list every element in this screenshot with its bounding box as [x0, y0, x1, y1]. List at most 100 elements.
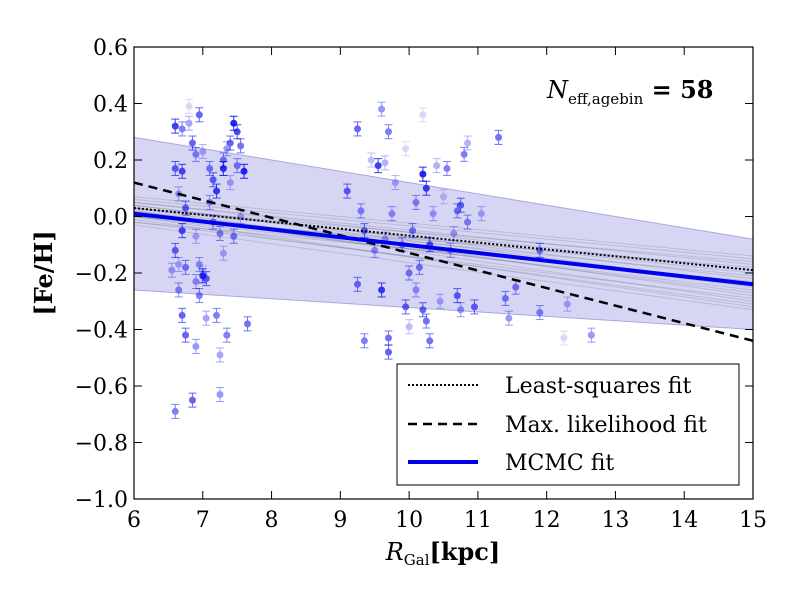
data-point	[470, 299, 479, 315]
point-marker	[433, 162, 441, 170]
point-marker	[477, 210, 485, 218]
data-point	[405, 319, 414, 335]
point-marker	[357, 207, 365, 215]
point-marker	[384, 128, 392, 136]
point-marker	[223, 331, 231, 339]
data-point	[477, 206, 486, 222]
y-tick-label: 0.2	[93, 149, 128, 174]
point-marker	[195, 292, 203, 300]
annotation-neff: Neff,agebin = 58	[546, 75, 713, 108]
point-marker	[470, 303, 478, 311]
x-tick-label: 6	[127, 508, 141, 533]
point-marker	[422, 184, 430, 192]
point-marker	[419, 306, 427, 314]
mcmc-sample-line	[134, 216, 753, 291]
data-point	[343, 183, 352, 199]
point-marker	[233, 128, 241, 136]
data-point	[384, 330, 393, 346]
data-point	[405, 265, 414, 281]
point-marker	[226, 139, 234, 147]
point-marker	[402, 303, 410, 311]
point-marker	[378, 286, 386, 294]
point-marker	[213, 311, 221, 319]
point-marker	[230, 232, 238, 240]
point-marker	[464, 218, 472, 226]
data-point	[460, 146, 469, 162]
data-point	[429, 206, 438, 222]
data-point	[463, 135, 472, 151]
plot-area	[134, 98, 753, 419]
point-marker	[436, 297, 444, 305]
point-marker	[171, 164, 179, 172]
data-point	[432, 158, 441, 174]
data-point	[436, 293, 445, 309]
point-marker	[192, 150, 200, 158]
point-marker	[429, 210, 437, 218]
point-marker	[409, 227, 417, 235]
point-marker	[419, 170, 427, 178]
data-point	[174, 282, 183, 298]
data-point	[185, 98, 194, 114]
data-point	[563, 296, 572, 312]
legend-label-max-likelihood: Max. likelihood fit	[505, 413, 707, 438]
point-marker	[202, 314, 210, 322]
fit-line-dashed	[134, 181, 753, 343]
data-point	[353, 276, 362, 292]
point-marker	[360, 337, 368, 345]
data-point	[178, 223, 187, 239]
point-marker	[505, 314, 513, 322]
data-point	[202, 271, 211, 287]
data-point	[202, 310, 211, 326]
data-point	[425, 333, 434, 349]
point-marker	[178, 125, 186, 133]
data-point	[456, 302, 465, 318]
data-point	[215, 225, 224, 241]
data-point	[504, 310, 513, 326]
point-marker	[233, 162, 241, 170]
data-point	[226, 175, 235, 191]
data-point	[240, 163, 249, 179]
point-marker	[381, 159, 389, 167]
data-point	[408, 223, 417, 239]
point-marker	[237, 142, 245, 150]
point-marker	[536, 309, 544, 317]
data-point	[401, 141, 410, 157]
point-marker	[168, 266, 176, 274]
data-point	[243, 316, 252, 332]
point-marker	[378, 105, 386, 113]
point-marker	[384, 348, 392, 356]
data-point	[215, 347, 224, 363]
point-marker	[560, 334, 568, 342]
y-tick-label: −0.8	[75, 432, 128, 457]
data-point	[377, 282, 386, 298]
data-point	[411, 194, 420, 210]
data-point	[191, 228, 200, 244]
point-marker	[512, 283, 520, 291]
y-tick-label: −0.6	[75, 375, 128, 400]
data-point	[171, 160, 180, 176]
data-point	[422, 180, 431, 196]
point-marker	[374, 162, 382, 170]
mcmc-sample-line	[134, 207, 753, 263]
data-points-layer	[167, 98, 596, 419]
point-marker	[367, 156, 375, 164]
data-point	[178, 121, 187, 137]
mcmc-sample-line	[134, 207, 753, 297]
point-marker	[216, 351, 224, 359]
point-marker	[460, 150, 468, 158]
point-marker	[457, 201, 465, 209]
x-tick-label: 8	[265, 508, 279, 533]
point-marker	[426, 337, 434, 345]
data-point	[212, 183, 221, 199]
point-marker	[219, 164, 227, 172]
mcmc-sample-line	[134, 221, 753, 299]
point-marker	[501, 294, 509, 302]
x-tick-label: 9	[333, 508, 347, 533]
point-marker	[182, 204, 190, 212]
point-marker	[178, 227, 186, 235]
point-marker	[443, 164, 451, 172]
data-point	[401, 299, 410, 315]
data-point	[384, 344, 393, 360]
data-point	[535, 305, 544, 321]
point-marker	[175, 261, 183, 269]
